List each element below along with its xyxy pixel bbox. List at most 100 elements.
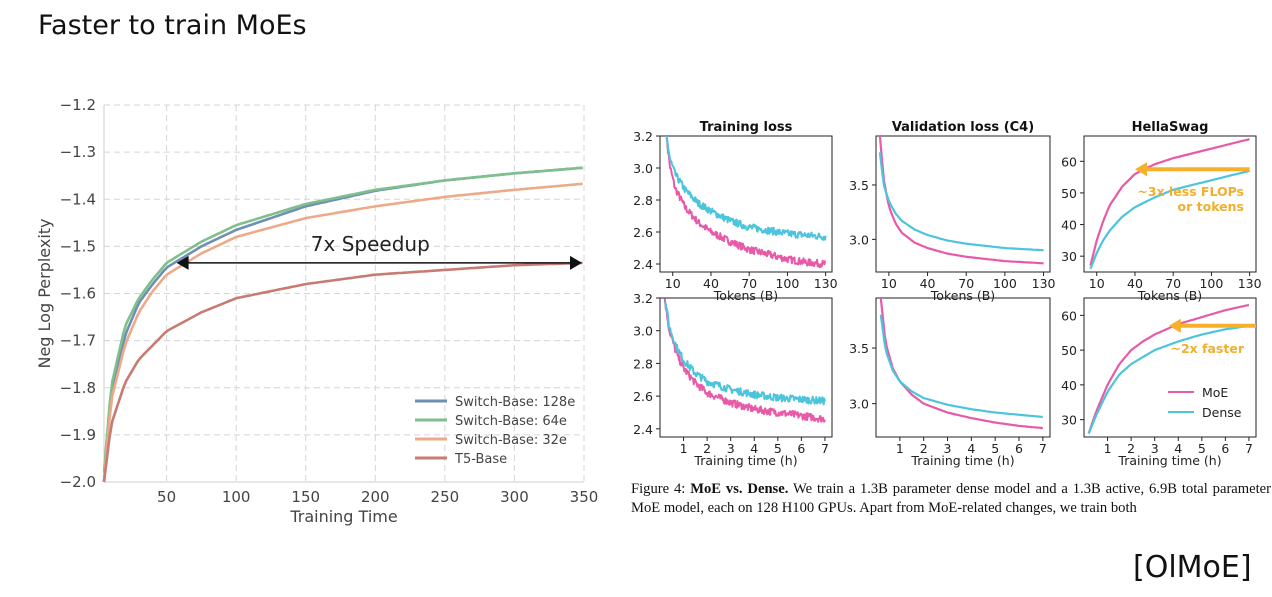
x-tick-label: 100 bbox=[993, 276, 1017, 291]
x-axis-label: Training time (h) bbox=[910, 453, 1014, 468]
x-axis-label: Tokens (B) bbox=[930, 288, 995, 303]
y-tick-label: 2.4 bbox=[633, 422, 653, 437]
legend-label: Switch-Base: 32e bbox=[455, 433, 567, 448]
y-tick-label: 2.6 bbox=[633, 389, 653, 404]
panel-series-group bbox=[665, 136, 827, 269]
y-tick-label: 3.2 bbox=[633, 291, 653, 306]
panel-title: Validation loss (C4) bbox=[892, 120, 1034, 135]
x-tick-label: 4 bbox=[967, 441, 975, 456]
legend-label: Switch-Base: 64e bbox=[455, 414, 567, 429]
speedup-arrowhead-left bbox=[176, 255, 189, 270]
series-line bbox=[102, 166, 583, 473]
panel-frame bbox=[1083, 135, 1257, 273]
x-tick-label: 100 bbox=[222, 488, 251, 506]
x-tick-label: 7 bbox=[821, 441, 829, 456]
y-tick-label: 2.8 bbox=[633, 356, 653, 371]
caption-text: We train a 1.3B parameter dense model an… bbox=[631, 481, 1272, 516]
x-axis-label: Tokens (B) bbox=[1137, 288, 1202, 303]
moe-line bbox=[665, 137, 827, 269]
moe-line bbox=[1087, 303, 1250, 434]
panel-frame bbox=[1083, 297, 1257, 438]
orange-arrowhead bbox=[1134, 162, 1147, 177]
x-tick-label: 50 bbox=[157, 488, 176, 506]
legend-label: T5-Base bbox=[454, 452, 507, 467]
dense-line bbox=[1087, 324, 1250, 434]
annotation-label: ~3x less FLOPs bbox=[1137, 184, 1244, 199]
orange-arrowhead bbox=[1168, 318, 1181, 333]
x-tick-label: 3 bbox=[1151, 441, 1159, 456]
x-tick-label: 3 bbox=[727, 441, 735, 456]
x-axis-label: Training time (h) bbox=[693, 453, 797, 468]
panel-series-group bbox=[663, 298, 826, 423]
y-tick-label: −1.2 bbox=[60, 96, 96, 114]
citation: [OlMoE] bbox=[1133, 550, 1252, 585]
y-tick-label: 3.0 bbox=[633, 161, 653, 176]
x-tick-label: 7 bbox=[1245, 441, 1253, 456]
panel-frame bbox=[659, 297, 833, 438]
speedup-arrowhead-right bbox=[570, 255, 582, 270]
x-tick-label: 130 bbox=[1238, 276, 1262, 291]
x-tick-label: 100 bbox=[775, 276, 799, 291]
x-tick-label: 70 bbox=[741, 276, 757, 291]
moe-line bbox=[878, 136, 1044, 265]
panel-title: HellaSwag bbox=[1132, 120, 1209, 135]
dense-line bbox=[663, 301, 826, 406]
x-tick-label: 130 bbox=[1032, 276, 1056, 291]
x-tick-label: 350 bbox=[570, 488, 599, 506]
figure-caption: Figure 4: MoE vs. Dense. We train a 1.3B… bbox=[631, 480, 1271, 518]
y-tick-label: 3.5 bbox=[849, 178, 869, 193]
moe-line bbox=[879, 298, 1043, 430]
legend-label: Switch-Base: 128e bbox=[455, 395, 575, 410]
moe-line bbox=[663, 298, 826, 423]
y-tick-label: 3.0 bbox=[849, 232, 869, 247]
slide-title: Faster to train MoEs bbox=[38, 10, 307, 41]
x-tick-label: 4 bbox=[1174, 441, 1182, 456]
y-tick-label: 60 bbox=[1061, 154, 1077, 169]
x-tick-label: 4 bbox=[750, 441, 758, 456]
x-tick-label: 5 bbox=[991, 441, 999, 456]
y-tick-label: 2.4 bbox=[633, 257, 653, 272]
x-tick-label: 7 bbox=[1039, 441, 1047, 456]
x-tick-label: 70 bbox=[1165, 276, 1181, 291]
dense-line bbox=[879, 314, 1043, 419]
y-tick-label: −1.3 bbox=[60, 143, 96, 161]
panel-frame bbox=[875, 297, 1051, 438]
y-tick-label: 60 bbox=[1061, 308, 1077, 323]
y-tick-label: −1.4 bbox=[60, 190, 96, 208]
x-tick-label: 2 bbox=[920, 441, 928, 456]
y-tick-label: 40 bbox=[1061, 218, 1077, 233]
series-line bbox=[102, 261, 583, 483]
x-tick-label: 6 bbox=[1015, 441, 1023, 456]
x-tick-label: 40 bbox=[703, 276, 719, 291]
y-tick-label: 40 bbox=[1061, 378, 1077, 393]
x-tick-label: 6 bbox=[797, 441, 805, 456]
x-tick-label: 1 bbox=[680, 441, 688, 456]
moe-line bbox=[1089, 138, 1250, 266]
x-tick-label: 10 bbox=[665, 276, 681, 291]
speedup-label: 7x Speedup bbox=[311, 232, 430, 256]
x-tick-label: 2 bbox=[1127, 441, 1135, 456]
x-tick-label: 130 bbox=[814, 276, 838, 291]
x-tick-label: 100 bbox=[1199, 276, 1223, 291]
y-tick-label: −1.6 bbox=[60, 285, 96, 303]
panel-series-group bbox=[1087, 303, 1250, 434]
y-tick-label: 30 bbox=[1061, 249, 1077, 264]
y-axis-label: Neg Log Perplexity bbox=[35, 218, 54, 368]
y-tick-label: 3.0 bbox=[633, 324, 653, 339]
legend-label: MoE bbox=[1202, 385, 1228, 400]
panel-frame bbox=[875, 135, 1051, 273]
panel-series-group bbox=[1089, 138, 1250, 270]
dense-line bbox=[1089, 169, 1250, 270]
y-tick-label: −2.0 bbox=[60, 473, 96, 491]
x-tick-label: 300 bbox=[500, 488, 529, 506]
x-axis-label: Training Time bbox=[289, 507, 397, 526]
legend-label: Dense bbox=[1202, 405, 1242, 420]
panel-series-group bbox=[878, 136, 1044, 265]
x-tick-label: 5 bbox=[774, 441, 782, 456]
x-tick-label: 10 bbox=[881, 276, 897, 291]
y-tick-label: 30 bbox=[1061, 413, 1077, 428]
y-tick-label: −1.8 bbox=[60, 379, 96, 397]
dense-line bbox=[878, 152, 1044, 252]
x-axis-label: Tokens (B) bbox=[713, 288, 778, 303]
y-tick-label: −1.7 bbox=[60, 332, 96, 350]
